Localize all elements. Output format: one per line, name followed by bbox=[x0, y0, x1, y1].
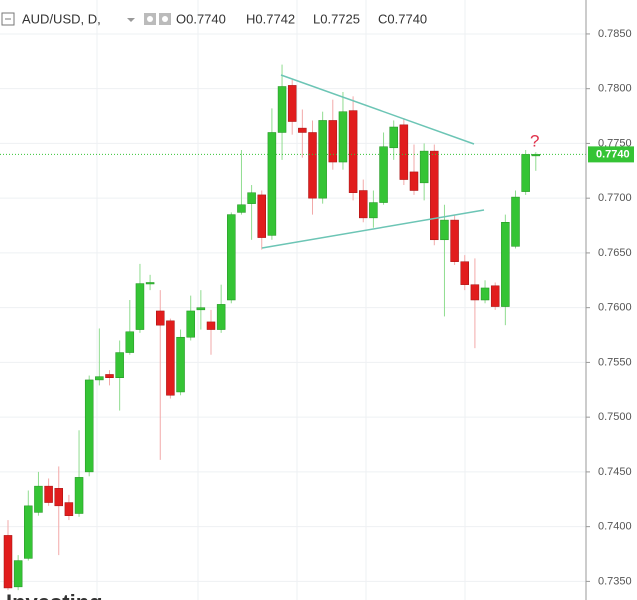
candle-body bbox=[460, 261, 469, 285]
candle-body bbox=[298, 127, 307, 133]
y-tick-label: 0.7550 bbox=[598, 356, 632, 368]
y-tick-label: 0.7500 bbox=[598, 411, 632, 423]
candle-body bbox=[247, 192, 256, 204]
candle-body bbox=[511, 196, 520, 247]
candle-body bbox=[227, 214, 236, 301]
last-price-label: 0.7740 bbox=[596, 148, 630, 160]
price-axis: 0.7350 0.7400 0.7450 0.7500 0.7550 0.7600 0.76… bbox=[586, 28, 634, 587]
last-price-box bbox=[588, 146, 634, 163]
symbol: AUD/USD, D, bbox=[22, 11, 101, 26]
candle-body bbox=[369, 202, 378, 219]
candle-body bbox=[501, 222, 510, 307]
y-tick-label: 0.7800 bbox=[598, 83, 632, 95]
candle-body bbox=[24, 505, 33, 559]
candle-body bbox=[399, 124, 409, 180]
candle-body bbox=[196, 307, 206, 311]
candle-body bbox=[3, 535, 13, 589]
candle-body bbox=[521, 154, 530, 192]
candle-body bbox=[409, 171, 419, 191]
candle-body bbox=[216, 304, 226, 330]
candle-body bbox=[125, 331, 135, 353]
candle-body bbox=[480, 287, 490, 301]
candle-body bbox=[277, 86, 287, 133]
dropdown-arrow[interactable] bbox=[127, 18, 135, 22]
candle-body bbox=[359, 190, 368, 219]
vertical-grid bbox=[96, 0, 466, 600]
y-tick-label: 0.7650 bbox=[598, 247, 632, 259]
candle-body bbox=[237, 204, 246, 213]
header: AUD/USD, D, O0.7740 H0.7742 L0.7725 C0.7… bbox=[1, 11, 427, 26]
candle-body bbox=[156, 310, 165, 326]
candle-body bbox=[54, 488, 63, 507]
ohlc-high: H0.7742 bbox=[246, 11, 295, 26]
candle-body bbox=[145, 282, 155, 285]
candle-body bbox=[328, 120, 338, 163]
candle-body bbox=[389, 126, 398, 149]
y-tick-label: 0.7700 bbox=[598, 192, 632, 204]
candle-body bbox=[470, 284, 480, 301]
candle-body bbox=[13, 560, 23, 588]
candle-body bbox=[166, 320, 175, 396]
candle-body bbox=[135, 283, 145, 330]
candle-body bbox=[95, 376, 104, 381]
annotation: ? bbox=[530, 131, 539, 150]
candle-body bbox=[64, 502, 74, 516]
settings-icon-dot bbox=[162, 16, 168, 22]
eye-icon-dot bbox=[147, 16, 153, 22]
trendline bbox=[280, 74, 475, 145]
collapse-icon[interactable] bbox=[1, 12, 15, 26]
y-tick-label: 0.7350 bbox=[598, 575, 632, 587]
candle-body bbox=[531, 154, 541, 157]
candle-body bbox=[318, 120, 327, 199]
y-tick-label: 0.7400 bbox=[598, 521, 632, 533]
candle-body bbox=[379, 146, 388, 203]
candles bbox=[0, 64, 586, 591]
candle-body bbox=[430, 150, 439, 241]
candle-body bbox=[287, 85, 297, 122]
candle-body bbox=[84, 379, 94, 473]
candle-body bbox=[176, 336, 185, 393]
candle-body bbox=[115, 352, 124, 378]
candle-body bbox=[267, 132, 277, 236]
trendline bbox=[261, 209, 485, 249]
y-tick-label: 0.7600 bbox=[598, 302, 632, 314]
y-tick-label: 0.7850 bbox=[598, 28, 632, 40]
candle-body bbox=[34, 485, 43, 513]
candle-body bbox=[440, 219, 449, 241]
trendlines bbox=[261, 74, 485, 249]
ohlc-low: L0.7725 bbox=[313, 11, 360, 26]
candle-body bbox=[257, 194, 266, 238]
candle-body bbox=[74, 477, 84, 514]
candle-body bbox=[308, 132, 317, 199]
candle-body bbox=[338, 111, 348, 163]
watermark: Investing bbox=[6, 590, 103, 600]
candle-body bbox=[186, 310, 195, 338]
candle-body bbox=[419, 150, 429, 184]
candle-body bbox=[450, 219, 459, 262]
candle-body bbox=[348, 110, 358, 193]
grid bbox=[0, 33, 586, 582]
candle-body bbox=[206, 321, 216, 330]
candle-body bbox=[105, 374, 114, 378]
ohlc-open: O0.7740 bbox=[176, 11, 226, 26]
candle-body bbox=[44, 485, 53, 503]
ohlc-close: C0.7740 bbox=[378, 11, 427, 26]
y-tick-label: 0.7750 bbox=[598, 137, 632, 149]
y-tick-label: 0.7450 bbox=[598, 466, 632, 478]
candle-body bbox=[490, 285, 500, 307]
